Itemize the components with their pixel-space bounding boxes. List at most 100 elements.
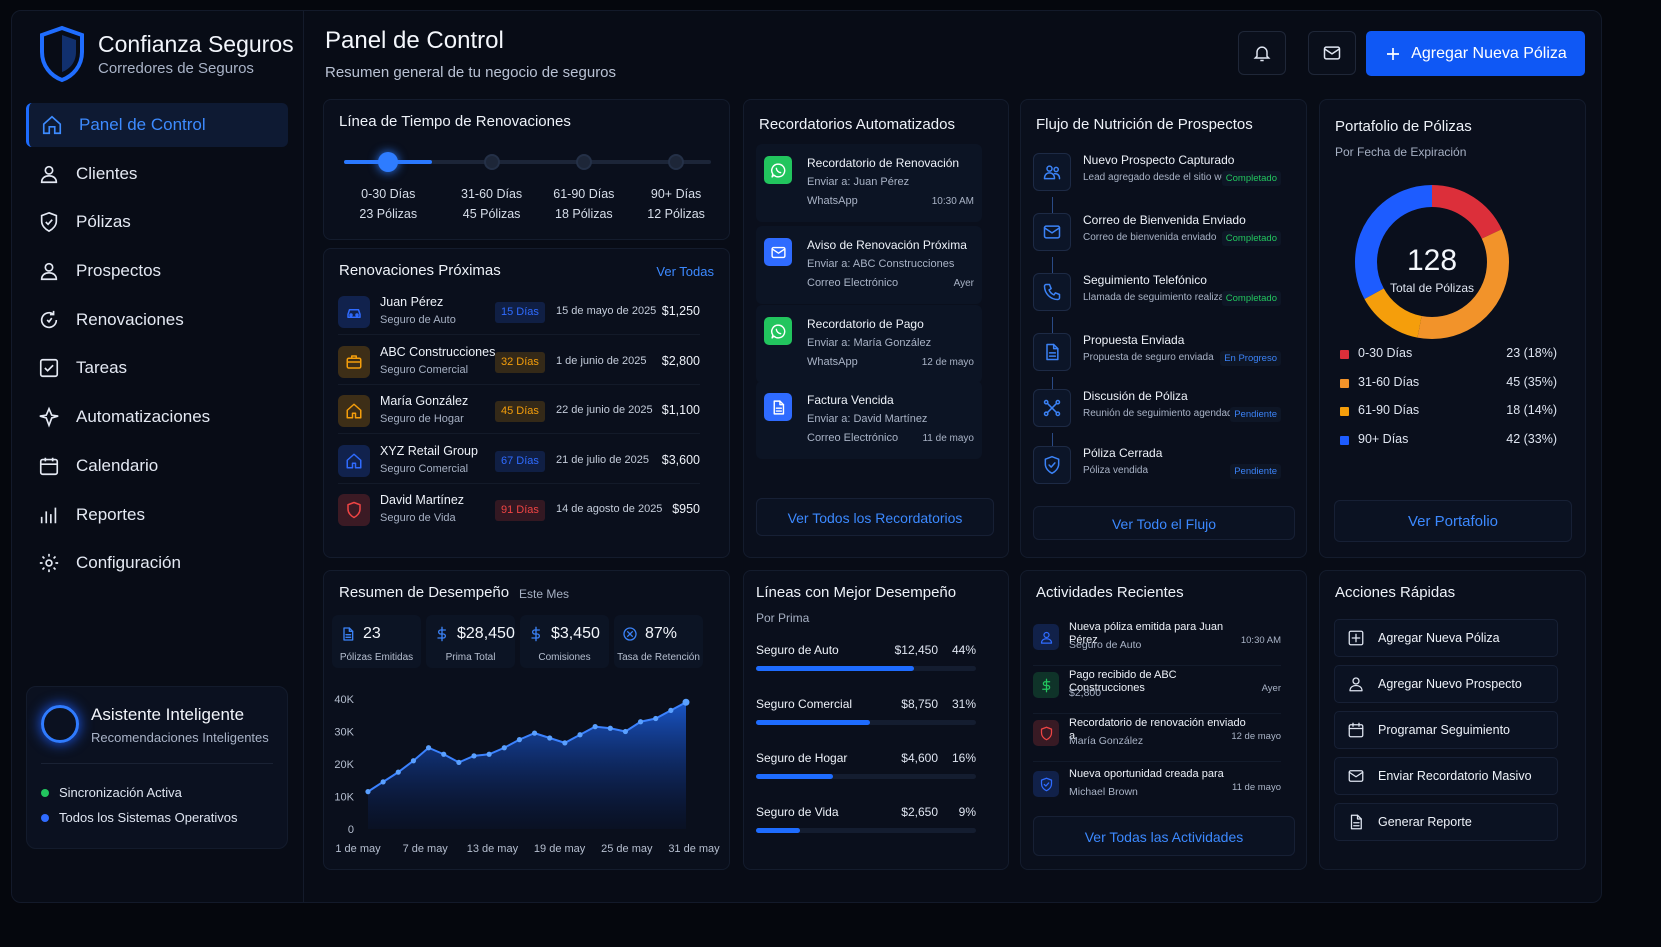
flow-step[interactable]: Seguimiento Telefónico Llamada de seguimi… — [1033, 267, 1281, 325]
view-all-renewals-link[interactable]: Ver Todas — [656, 264, 714, 279]
reminder-item[interactable]: Recordatorio de Renovación Enviar a: Juan… — [756, 144, 982, 222]
reminder-time: Ayer — [953, 278, 974, 289]
data-point[interactable] — [531, 730, 538, 736]
data-point[interactable] — [425, 745, 432, 751]
sidebar-item-panel-de-control[interactable]: Panel de Control — [26, 103, 288, 147]
sidebar-item-label: Renovaciones — [76, 309, 184, 329]
sidebar-item-calendario[interactable]: Calendario — [26, 444, 288, 488]
reminder-item[interactable]: Factura Vencida Enviar a: David Martínez C… — [756, 381, 982, 459]
reminder-item[interactable]: Aviso de Renovación Próxima Enviar a: ABC… — [756, 226, 982, 304]
portfolio-donut-chart — [1355, 185, 1509, 339]
data-point[interactable] — [471, 753, 477, 759]
donut-total-label: Total de Pólizas — [1389, 281, 1475, 295]
line-item[interactable]: Seguro Comercial $8,750 31% — [756, 697, 976, 747]
client-name: María González — [380, 394, 469, 408]
data-point[interactable] — [516, 737, 523, 743]
table-row[interactable]: XYZ Retail Group Seguro Comercial 67 Días 2… — [338, 439, 700, 484]
data-point[interactable] — [637, 719, 644, 725]
shield-check-icon — [40, 212, 58, 233]
data-point[interactable] — [668, 707, 674, 713]
flow-step-title: Correo de Bienvenida Enviado — [1083, 213, 1246, 227]
view-all-activities-button[interactable]: Ver Todas las Actividades — [1033, 816, 1295, 856]
donut-slice-1[interactable] — [1355, 185, 1509, 339]
data-point[interactable] — [486, 751, 492, 757]
data-point[interactable] — [622, 728, 629, 735]
list-item[interactable]: Pago recibido de ABC Construcciones $2,80… — [1033, 666, 1281, 714]
data-point[interactable] — [365, 789, 371, 795]
data-point[interactable] — [501, 745, 507, 751]
data-point[interactable] — [592, 724, 598, 730]
brand[interactable]: Confianza Seguros Corredores de Seguros — [38, 25, 294, 83]
timeline-step-dot[interactable] — [668, 154, 685, 170]
client-name: ABC Construcciones — [380, 344, 496, 359]
reminder-item[interactable]: Recordatorio de Pago Enviar a: María Gonz… — [756, 305, 982, 383]
view-all-reminders-button[interactable]: Ver Todos los Recordatorios — [756, 498, 994, 536]
donut-slice-3[interactable] — [1355, 185, 1509, 339]
data-point[interactable] — [607, 725, 613, 731]
line-item[interactable]: Seguro de Vida $2,650 9% — [756, 805, 976, 855]
data-point[interactable] — [441, 751, 447, 757]
card-title: Renovaciones Próximas — [339, 262, 501, 279]
data-point[interactable] — [380, 779, 386, 785]
card-title: Acciones Rápidas — [1335, 584, 1456, 601]
house-icon — [346, 403, 362, 419]
sidebar-item-reportes[interactable]: Reportes — [26, 493, 288, 537]
table-row[interactable]: ABC Construcciones Seguro Comercial 32 Día… — [338, 340, 700, 385]
notifications-button[interactable] — [1238, 31, 1286, 75]
line-item[interactable]: Seguro de Auto $12,450 44% — [756, 643, 976, 693]
data-point[interactable] — [547, 735, 553, 741]
quick-action-button[interactable]: Generar Reporte — [1334, 803, 1558, 841]
flow-step[interactable]: Discusión de Póliza Reunión de seguimient… — [1033, 383, 1281, 441]
data-point[interactable] — [577, 732, 583, 738]
flow-step-title: Póliza Cerrada — [1083, 446, 1163, 460]
smart-assistant-panel[interactable]: Asistente Inteligente Recomendaciones In… — [26, 686, 288, 849]
sidebar-item-polizas[interactable]: Pólizas — [26, 200, 288, 244]
policy-type: Seguro de Vida — [380, 512, 456, 524]
quick-action-button[interactable]: Agregar Nueva Póliza — [1334, 619, 1558, 657]
messages-button[interactable] — [1308, 31, 1356, 75]
shield-check-icon — [1040, 777, 1052, 791]
quick-action-button[interactable]: Programar Seguimiento — [1334, 711, 1558, 749]
table-row[interactable]: Juan Pérez Seguro de Auto 15 Días 15 de may… — [338, 290, 700, 335]
line-name: Seguro de Auto — [756, 643, 839, 657]
flow-step[interactable]: Nuevo Prospecto Capturado Lead agregado d… — [1033, 147, 1281, 205]
flow-step[interactable]: Correo de Bienvenida Enviado Correo de bi… — [1033, 207, 1281, 265]
timeline-step-dot[interactable] — [575, 154, 592, 170]
legend-label: 31-60 Días — [1358, 374, 1420, 389]
sidebar-item-automatizaciones[interactable]: Automatizaciones — [26, 395, 288, 439]
table-row[interactable]: David Martínez Seguro de Vida 91 Días 14 de… — [338, 488, 700, 533]
quick-action-button[interactable]: Agregar Nuevo Prospecto — [1334, 665, 1558, 703]
data-point[interactable] — [395, 769, 401, 775]
line-item[interactable]: Seguro de Hogar $4,600 16% — [756, 751, 976, 801]
quick-action-button[interactable]: Enviar Recordatorio Masivo — [1334, 757, 1558, 795]
timeline-step-dot[interactable] — [378, 152, 399, 172]
legend-swatch — [1340, 378, 1349, 388]
add-policy-button[interactable]: Agregar Nueva Póliza — [1366, 31, 1585, 76]
sidebar-item-configuracion[interactable]: Configuración — [26, 541, 288, 585]
sidebar-item-tareas[interactable]: Tareas — [26, 346, 288, 390]
data-point[interactable] — [456, 759, 462, 765]
activity-icon — [1033, 771, 1059, 797]
legend-item: 90+ Días 42 (33%) — [1334, 432, 1571, 452]
data-point[interactable] — [653, 715, 659, 722]
sidebar-item-renovaciones[interactable]: Renovaciones — [26, 298, 288, 342]
timeline-step-dot[interactable] — [483, 154, 500, 170]
data-point[interactable] — [562, 740, 568, 746]
table-row[interactable]: María González Seguro de Hogar 45 Días 22 d… — [338, 389, 700, 434]
sidebar-item-prospectos[interactable]: Prospectos — [26, 249, 288, 293]
flow-step[interactable]: Póliza Cerrada Póliza vendida Pendiente — [1033, 440, 1281, 498]
list-item[interactable]: Nueva oportunidad creada para Michael Bro… — [1033, 765, 1281, 813]
list-item[interactable]: Recordatorio de renovación enviado a Marí… — [1033, 714, 1281, 762]
period-label[interactable]: Este Mes — [519, 587, 570, 601]
flow-step-status: Completado — [1221, 231, 1281, 246]
x-tick-label: 13 de may — [467, 843, 519, 855]
reminder-title: Factura Vencida — [807, 393, 894, 407]
data-point[interactable] — [682, 698, 690, 706]
view-full-flow-button[interactable]: Ver Todo el Flujo — [1033, 506, 1295, 540]
sidebar-item-clientes[interactable]: Clientes — [26, 152, 288, 196]
flow-step[interactable]: Propuesta Enviada Propuesta de seguro env… — [1033, 327, 1281, 385]
data-point[interactable] — [410, 758, 417, 764]
list-item[interactable]: Nueva póliza emitida para Juan Pérez Segu… — [1033, 618, 1281, 666]
flow-connector — [1052, 317, 1053, 333]
view-portfolio-button[interactable]: Ver Portafolio — [1334, 500, 1572, 542]
